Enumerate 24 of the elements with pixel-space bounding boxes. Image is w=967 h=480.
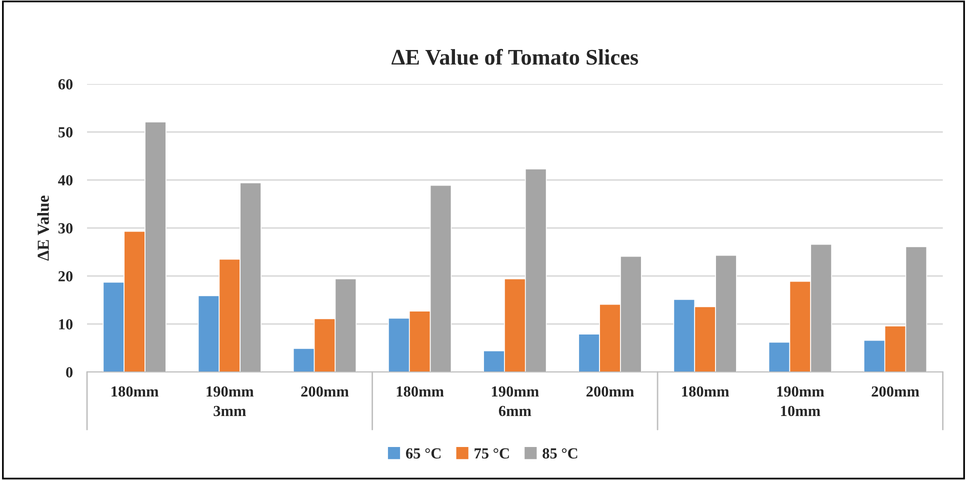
y-tick-label: 0 — [66, 367, 73, 378]
x-tick-label: 190mm — [492, 386, 539, 397]
x-tick-label: 200mm — [586, 386, 634, 397]
x-tick-label: 190mm — [206, 386, 254, 397]
y-tick-label: 60 — [58, 79, 73, 90]
text: 10mm — [781, 406, 820, 416]
y-tick-label: 10 — [59, 319, 73, 330]
text: 3mm — [214, 406, 246, 416]
y-axis-title: ΔE Value — [37, 196, 50, 261]
text: 6mm — [498, 406, 532, 416]
y-tick-label: 50 — [58, 127, 73, 138]
x-tick-label: 180mm — [682, 386, 730, 397]
legend-label: 85 °C — [542, 448, 578, 459]
x-tick-label: 200mm — [301, 386, 349, 397]
y-tick-label: 30 — [58, 223, 73, 234]
x-tick-label: 200mm — [872, 386, 920, 397]
x-tick-label: 180mm — [396, 386, 444, 397]
x-tick-label: 180mm — [112, 386, 158, 397]
y-tick-label: 20 — [58, 271, 73, 282]
legend-label: 75 °C — [474, 448, 509, 459]
chart-title: ΔE Value of Tomato Slices — [392, 48, 638, 65]
legend-label: 65 °C — [406, 448, 441, 459]
x-tick-label: 190mm — [777, 386, 824, 397]
y-tick-label: 40 — [58, 175, 73, 186]
